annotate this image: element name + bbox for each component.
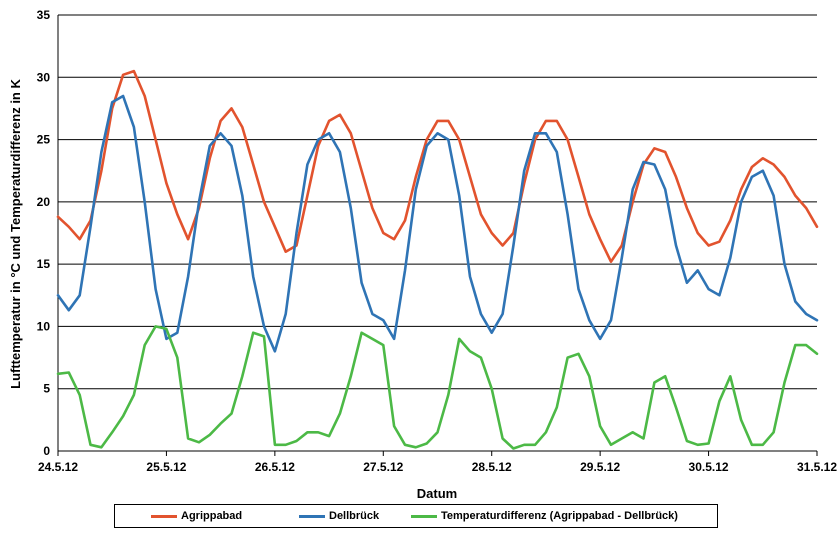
x-tick-label: 30.5.12 (689, 460, 729, 474)
x-tick-label: 29.5.12 (580, 460, 620, 474)
legend-swatch-temperaturdifferenz (411, 514, 437, 518)
x-tick-labels: 24.5.12 25.5.12 26.5.12 27.5.12 28.5.12 29.5.… (38, 451, 837, 474)
x-tick-label: 25.5.12 (146, 460, 186, 474)
y-axis-title: Lufttemperatur in °C und Temperaturdiffe… (8, 79, 23, 389)
x-tick-label: 27.5.12 (363, 460, 403, 474)
x-tick-label: 28.5.12 (472, 460, 512, 474)
series-line-dellbrueck (56, 94, 819, 353)
x-tick-label: 26.5.12 (255, 460, 295, 474)
legend-label-agrippabad: Agrippabad (181, 510, 243, 522)
legend-item-temperaturdifferenz: Temperaturdifferenz (Agrippabad - Dellbr… (411, 505, 678, 527)
legend-item-agrippabad: Agrippabad (151, 505, 242, 527)
series-line-agrippabad (56, 69, 819, 264)
legend-swatch-dellbrueck (299, 514, 325, 518)
legend-label-dellbrueck: Dellbrück (329, 510, 380, 522)
gridlines (58, 14, 817, 452)
y-tick-label: 15 (37, 257, 51, 271)
legend: Agrippabad Dellbrück Temperaturdifferenz… (114, 504, 718, 528)
y-tick-label: 30 (37, 70, 51, 84)
legend-item-dellbrueck: Dellbrück (299, 505, 379, 527)
x-axis-title: Datum (417, 486, 457, 501)
y-tick-label: 20 (37, 195, 51, 209)
y-tick-label: 0 (43, 444, 50, 458)
x-tick-label: 24.5.12 (38, 460, 78, 474)
y-tick-labels: 0 5 10 15 20 25 30 35 (37, 8, 51, 458)
series-line-temperaturdifferenz (56, 325, 819, 450)
legend-label-temperaturdifferenz: Temperaturdifferenz (Agrippabad - Dellbr… (441, 510, 678, 522)
y-tick-label: 25 (37, 133, 51, 147)
series-lines (56, 69, 819, 450)
y-tick-label: 35 (37, 8, 51, 22)
legend-swatch-agrippabad (151, 514, 177, 518)
y-tick-label: 5 (43, 382, 50, 396)
y-tick-label: 10 (37, 319, 51, 333)
x-tick-label: 31.5.12 (797, 460, 837, 474)
